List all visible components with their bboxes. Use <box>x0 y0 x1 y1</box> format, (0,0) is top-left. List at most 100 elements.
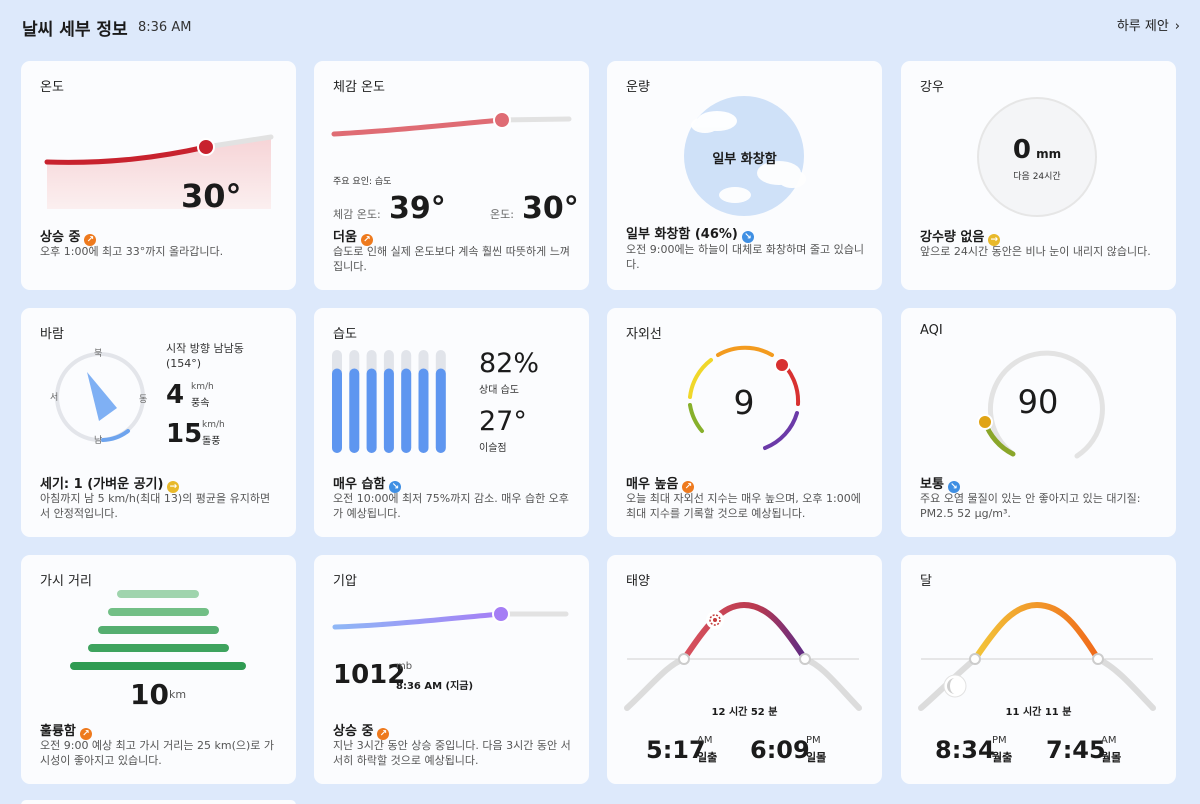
moonset-label: 월몰 <box>1101 751 1122 764</box>
humidity-bar-fill <box>349 368 360 453</box>
chevron-right-icon: › <box>1174 19 1180 34</box>
card-title: 자외선 <box>626 327 662 342</box>
aqi-value: 90 <box>1017 383 1059 421</box>
trend-down-icon: ↘ <box>741 231 754 243</box>
feels-like-marker <box>493 111 511 129</box>
page-title: 날씨 세부 정보 <box>22 20 128 40</box>
humidity-bar-fill <box>332 368 342 453</box>
wind-gust-label: 돌풍 <box>202 436 221 447</box>
card-title: 운량 <box>626 80 650 95</box>
humidity-value-label: 상대 습도 <box>479 385 519 396</box>
dew-point-value: 27° <box>479 406 527 437</box>
trend-down-icon: ↘ <box>947 481 960 493</box>
uv-value: 9 <box>733 383 755 422</box>
precipitation-card[interactable]: 강우 0 mm 다음 24시간 강수량 없음 → 앞으로 24시간 동안은 비나 … <box>901 61 1176 290</box>
visibility-value: 10 <box>130 678 169 711</box>
temperature-card[interactable]: 온도 30° 상승 중 ↗ 오후 1:00에 최고 33°까지 올라갑니다. <box>21 61 296 290</box>
precipitation-unit: mm <box>1036 147 1062 161</box>
moon-card[interactable]: 달 11 시간 11 분 8:34 PM 월출 7:45 AM 월몰 <box>901 555 1176 784</box>
trend-down-icon: ↘ <box>389 481 402 493</box>
humidity-bar-fill <box>435 368 446 453</box>
aqi-stat: 보통 ↘ <box>920 473 960 493</box>
sun-icon <box>706 611 724 629</box>
humidity-value: 82% <box>479 348 540 379</box>
wind-speed-label: 풍속 <box>191 398 210 409</box>
uv-card[interactable]: 자외선 9 매우 높음 ↗ 오늘 최대 자외선 지수는 매우 높으며, 오후 1:… <box>607 308 882 537</box>
uv-marker <box>774 357 790 373</box>
aqi-card[interactable]: AQI 90 보통 ↘ 주요 오염 물질이 있는 안 좋아지고 있는 대기질: P… <box>901 308 1176 537</box>
temp-value: 30° <box>522 191 579 226</box>
pressure-card[interactable]: 기압 1012 mb 8:36 AM (지금) 상승 중 ↗ 지난 3시간 동안 … <box>314 555 589 784</box>
next-row-card-edge <box>21 800 296 804</box>
sun-arc-graph <box>624 601 862 711</box>
cloud-stat: 일부 화창함 (46%) ↘ <box>626 223 754 243</box>
pressure-unit: mb <box>396 661 413 672</box>
uv-desc: 오늘 최대 자외선 지수는 매우 높으며, 오후 1:00에 최대 지수를 기록… <box>626 492 861 520</box>
wind-card[interactable]: 바람 북 동 남 서 시작 방향 남남동 (154°) 4 km/h 풍속 15… <box>21 308 296 537</box>
wind-stat: 세기: 1 (가벼운 공기) → <box>40 473 180 493</box>
card-title: 가시 거리 <box>40 574 92 589</box>
moonrise-ampm: PM <box>992 735 1007 746</box>
dew-point-label: 이슬점 <box>479 443 507 454</box>
humidity-card[interactable]: 습도 82% 상대 습도 27° 이슬점 매우 습함 ↘ 오전 10:00에 최저… <box>314 308 589 537</box>
cloud-desc: 오전 9:00에는 하늘이 대체로 화창하며 줄고 있습니다. <box>626 243 864 271</box>
sunset-time: 6:09 <box>750 736 810 764</box>
temperature-graph <box>44 134 274 209</box>
humidity-bars <box>332 350 446 453</box>
sun-card[interactable]: 태양 12 시간 52 분 5:17 AM 일출 6:09 PM 일몰 <box>607 555 882 784</box>
card-title: 기압 <box>333 574 357 589</box>
temperature-stat: 상승 중 ↗ <box>40 226 97 246</box>
trend-up-icon: ↗ <box>682 481 695 493</box>
wind-start-direction: 시작 방향 남남동 (154°) <box>166 342 244 370</box>
feels-like-card[interactable]: 체감 온도 주요 요인: 습도 체감 온도: 39° 온도: 30° 더움 ↗ 습… <box>314 61 589 290</box>
aqi-desc: 주요 오염 물질이 있는 안 좋아지고 있는 대기질: PM2.5 52 μg/… <box>920 492 1141 520</box>
header-time: 8:36 AM <box>138 20 192 35</box>
sunrise-label: 일출 <box>697 751 718 764</box>
wind-compass <box>55 352 145 442</box>
visibility-card[interactable]: 가시 거리 10 km 훌륭함 ↗ 오전 9:00 예상 최고 가시 거리는 25… <box>21 555 296 784</box>
wind-gust-value: 15 <box>166 419 203 449</box>
moonset-ampm: AM <box>1101 735 1117 746</box>
uv-gauge <box>688 345 801 450</box>
precipitation-ring <box>977 97 1097 217</box>
feels-value: 39° <box>389 191 446 226</box>
feels-like-graph <box>331 111 572 137</box>
cloud-cover-card[interactable]: 운량 일부 화창함 일부 화창함 (46%) ↘ 오전 9:00에는 하늘이 대체… <box>607 61 882 290</box>
sun-duration: 12 시간 52 분 <box>711 707 778 718</box>
moon-duration: 11 시간 11 분 <box>1005 707 1072 718</box>
sunrise-time: 5:17 <box>646 736 706 764</box>
card-title: 체감 온도 <box>333 80 385 95</box>
daily-suggestion-label: 하루 제안 <box>1116 19 1169 34</box>
pressure-marker <box>492 605 510 623</box>
trend-flat-icon: → <box>167 481 180 493</box>
trend-up-icon: ↗ <box>360 234 373 246</box>
visibility-desc: 오전 9:00 예상 최고 가시 거리는 25 km(으)로 가시성이 좋아지고… <box>40 739 275 767</box>
card-title: 달 <box>920 574 932 589</box>
wind-gust-unit: km/h <box>202 420 225 430</box>
card-title: 강우 <box>920 80 944 95</box>
wind-desc: 아침까지 남 5 km/h(최대 13)의 평균을 유지하면서 안정적입니다. <box>40 492 271 520</box>
precipitation-value: 0 <box>1012 135 1031 165</box>
temperature-value: 30° <box>181 177 242 215</box>
temp-label: 온도: <box>490 208 514 221</box>
wind-speed-unit: km/h <box>191 382 214 392</box>
moon-arc-graph <box>918 601 1156 711</box>
pressure-time: 8:36 AM (지금) <box>396 681 474 692</box>
visibility-stat: 훌륭함 ↗ <box>40 720 92 740</box>
humidity-bar-fill <box>418 368 429 453</box>
compass-west: 서 <box>50 393 59 403</box>
aqi-gauge <box>977 350 1105 459</box>
aqi-marker <box>977 414 993 430</box>
pressure-stat: 상승 중 ↗ <box>333 720 390 740</box>
card-title: 바람 <box>40 327 64 342</box>
humidity-bar-fill <box>383 368 394 453</box>
sunset-label: 일몰 <box>806 751 827 764</box>
daily-suggestion-link[interactable]: 하루 제안 › <box>1117 15 1180 34</box>
moonrise-label: 월출 <box>992 751 1013 764</box>
cloud-graphic <box>684 96 806 216</box>
humidity-bar-fill <box>366 368 377 453</box>
wind-speed-value: 4 <box>166 380 185 410</box>
uv-stat: 매우 높음 ↗ <box>626 473 695 493</box>
precipitation-sub: 다음 24시간 <box>1013 172 1061 182</box>
visibility-unit: km <box>169 688 187 701</box>
